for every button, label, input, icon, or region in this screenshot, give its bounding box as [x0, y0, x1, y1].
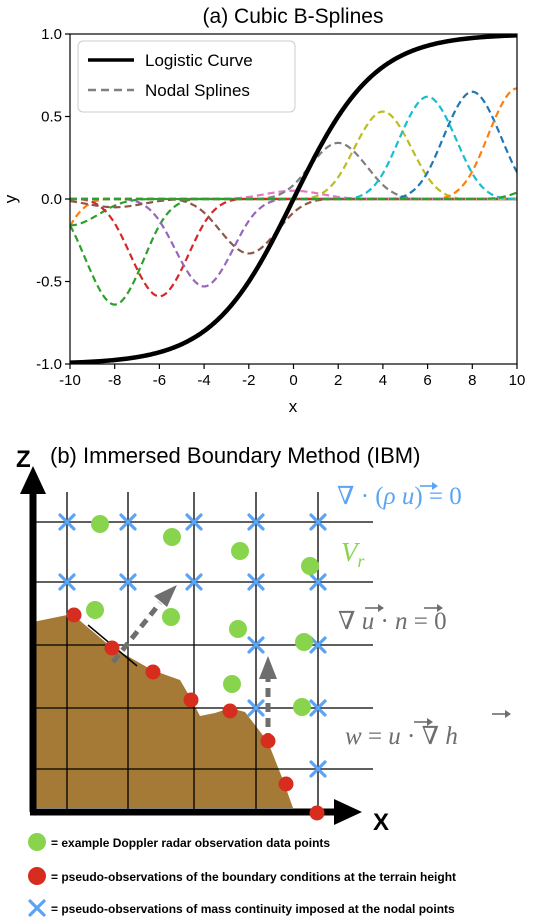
equation-gradient: ∇ u · n = 0 — [338, 604, 447, 635]
legend-boundary-text: = pseudo-observations of the boundary co… — [51, 870, 456, 884]
dashed-arrow-diagonal — [111, 585, 177, 664]
mass-continuity-point — [119, 513, 137, 531]
svg-text:∇ · (ρ u) = 0: ∇ · (ρ u) = 0 — [337, 483, 462, 510]
x-tick-label: 0 — [289, 372, 297, 389]
mass-continuity-point — [309, 573, 327, 591]
legend: Logistic Curve Nodal Splines — [77, 40, 296, 113]
ibm-axes — [20, 466, 362, 825]
y-axis-label: y — [1, 194, 20, 203]
y-tick-label: -0.5 — [36, 274, 62, 291]
boundary-point — [260, 733, 276, 749]
y-tick-label: 0.0 — [41, 191, 62, 208]
svg-text:Vr: Vr — [341, 537, 366, 571]
svg-text:∇ u · n = 0: ∇ u · n = 0 — [338, 608, 447, 635]
y-tick-label: 0.5 — [41, 109, 62, 126]
doppler-point — [301, 557, 319, 575]
doppler-point — [91, 515, 109, 533]
legend-green-marker — [28, 833, 46, 851]
y-tick-label: -1.0 — [36, 356, 62, 373]
boundary-point — [309, 805, 325, 821]
mass-continuity-point — [58, 573, 76, 591]
panel-b-title: (b) Immersed Boundary Method (IBM) — [50, 443, 420, 468]
doppler-point — [229, 620, 247, 638]
x-tick-label: -4 — [197, 372, 210, 389]
x-tick-label: 8 — [468, 372, 476, 389]
boundary-point — [104, 640, 120, 656]
x-tick-label: -2 — [242, 372, 255, 389]
doppler-point — [163, 528, 181, 546]
z-axis-label: Z — [16, 446, 31, 473]
mass-continuity-point — [185, 573, 203, 591]
mass-continuity-point — [185, 513, 203, 531]
x-tick-label: 2 — [334, 372, 342, 389]
mass-continuity-points — [58, 513, 327, 778]
z-axis-arrow — [20, 466, 46, 494]
x-ticks: -10 -8 -6 -4 -2 0 2 4 6 8 10 — [59, 364, 525, 389]
mass-continuity-point — [247, 513, 265, 531]
nodal-spline-line — [70, 189, 517, 201]
doppler-point — [295, 633, 313, 651]
equation-w: w = u · ∇ h — [345, 710, 511, 750]
boundary-points — [66, 607, 325, 821]
nodal-spline-line — [70, 197, 517, 306]
x-tick-label: -10 — [59, 372, 81, 389]
nodal-spline-line — [70, 197, 517, 298]
doppler-point — [223, 675, 241, 693]
x-tick-label: 6 — [423, 372, 431, 389]
equation-vr: Vr — [341, 537, 366, 571]
legend-red-marker — [28, 867, 46, 885]
svg-text:w = u · ∇ h: w = u · ∇ h — [345, 723, 458, 750]
equation-continuity: ∇ · (ρ u) = 0 — [337, 482, 462, 510]
doppler-point — [86, 601, 104, 619]
terrain — [33, 614, 293, 808]
nodal-spline-line — [70, 197, 517, 255]
doppler-point — [162, 608, 180, 626]
legend-blue-marker — [28, 899, 46, 917]
mass-continuity-point — [309, 760, 327, 778]
doppler-point — [293, 698, 311, 716]
mass-continuity-point — [309, 699, 327, 717]
boundary-point — [66, 607, 82, 623]
mass-continuity-point — [247, 699, 265, 717]
legend-splines-label: Nodal Splines — [145, 81, 250, 100]
x-tick-label: 10 — [509, 372, 526, 389]
boundary-point — [278, 776, 294, 792]
dashed-arrow-vertical — [259, 656, 277, 742]
mass-continuity-point — [309, 513, 327, 531]
spline-plot: -10 -8 -6 -4 -2 0 2 4 6 8 10 1.0 0.5 0.0 -0.5 -1.0 — [36, 26, 525, 389]
mass-continuity-point — [247, 636, 265, 654]
panel-a-title: (a) Cubic B-Splines — [203, 5, 384, 28]
x-axis-label-b: X — [373, 809, 389, 836]
legend-logistic-label: Logistic Curve — [145, 51, 253, 70]
mass-continuity-point — [309, 636, 327, 654]
x-axis-arrow — [334, 799, 362, 825]
mass-continuity-point — [247, 573, 265, 591]
doppler-point — [231, 542, 249, 560]
boundary-point — [222, 703, 238, 719]
y-ticks: 1.0 0.5 0.0 -0.5 -1.0 — [36, 26, 70, 373]
x-tick-label: -8 — [108, 372, 121, 389]
legend-doppler-text: = example Doppler radar observation data… — [51, 836, 330, 850]
mass-continuity-point — [58, 513, 76, 531]
legend-mass-text: = pseudo-observations of mass continuity… — [51, 902, 455, 916]
boundary-point — [183, 692, 199, 708]
x-tick-label: 4 — [379, 372, 387, 389]
doppler-points — [86, 515, 319, 716]
mass-continuity-point — [119, 573, 137, 591]
logistic-curve-line — [70, 34, 517, 364]
ibm-legend: = example Doppler radar observation data… — [28, 833, 456, 917]
boundary-point — [145, 664, 161, 680]
x-axis-label: x — [289, 397, 298, 416]
y-tick-label: 1.0 — [41, 26, 62, 43]
x-tick-label: -6 — [153, 372, 166, 389]
logistic-series-group — [70, 34, 517, 364]
